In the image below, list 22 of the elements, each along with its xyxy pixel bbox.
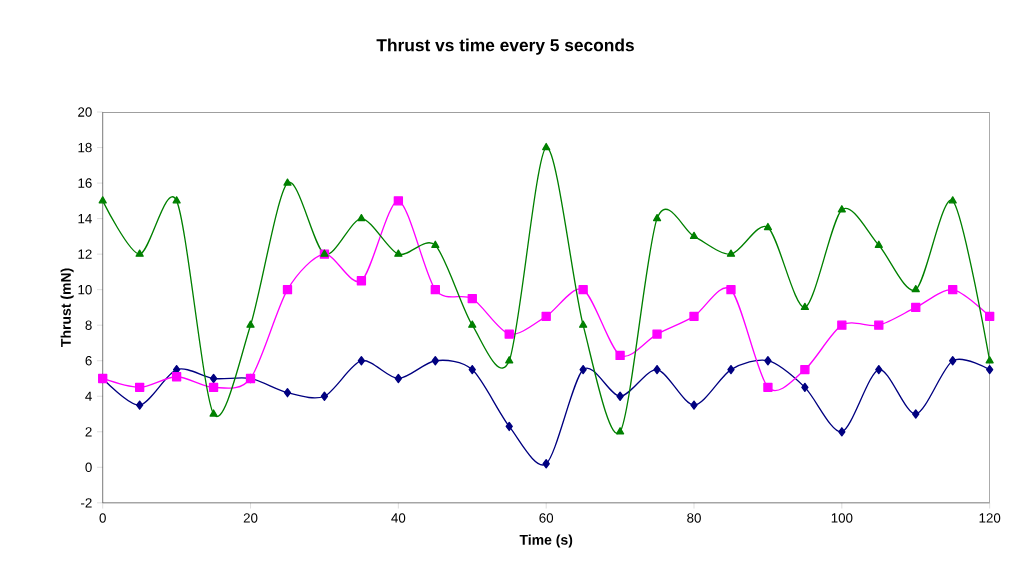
x-tick-label: 120: [979, 513, 1001, 523]
y-tick-label: 4: [85, 391, 92, 401]
chart-title: Thrust vs time every 5 seconds: [376, 38, 634, 55]
x-tick-label: 80: [687, 513, 701, 523]
y-axis-title: Thrust (mN): [60, 268, 74, 347]
x-tick-label: 20: [243, 513, 258, 523]
y-tick-label: -2: [81, 498, 92, 508]
y-tick-label: 6: [85, 355, 92, 366]
y-tick-label: 20: [78, 107, 92, 117]
y-tick-label: 18: [78, 142, 92, 153]
y-tick-label: 8: [85, 320, 92, 330]
y-tick-label: 0: [85, 462, 92, 472]
x-tick-label: 100: [831, 513, 853, 523]
y-tick-label: 14: [78, 213, 92, 224]
y-tick-label: 16: [78, 178, 92, 188]
x-tick-label: 60: [539, 513, 554, 523]
y-tick-label: 12: [78, 249, 92, 259]
x-tick-label: 40: [391, 513, 406, 523]
y-tick-label: 2: [85, 427, 92, 437]
x-axis-title: Time (s): [519, 534, 573, 548]
y-tick-label: 10: [78, 284, 92, 295]
x-tick-label: 0: [99, 513, 106, 523]
